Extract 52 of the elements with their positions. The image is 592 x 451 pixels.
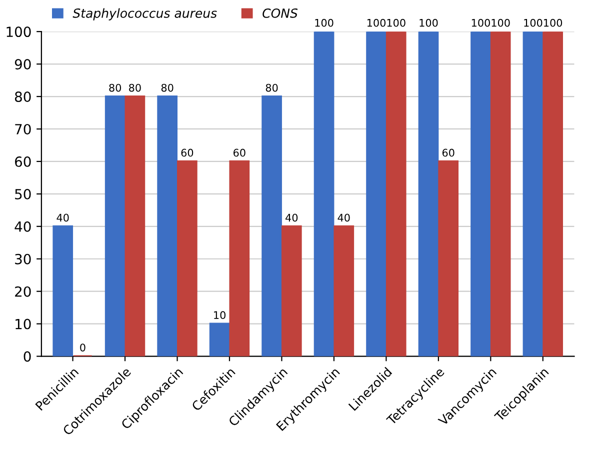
data-label: 60	[234, 148, 246, 157]
data-label: 60	[181, 148, 194, 157]
y-tick-label: 20	[15, 286, 31, 297]
y-tick-label: 10	[16, 318, 31, 330]
y-tick-label: 40	[14, 221, 31, 232]
data-label: 40	[56, 214, 69, 222]
bar	[262, 95, 282, 356]
bar	[522, 32, 544, 356]
data-label: 100	[315, 18, 334, 27]
bar	[177, 160, 198, 356]
data-label: 100	[420, 18, 438, 27]
y-tick-label: 100	[6, 26, 31, 38]
data-label: 100	[544, 18, 562, 27]
bar	[470, 32, 491, 356]
data-label: 100	[367, 18, 386, 27]
bar	[314, 32, 334, 356]
y-tick-label: 60	[15, 156, 31, 167]
data-label: 0	[80, 344, 86, 352]
y-tick-label: 80	[14, 91, 31, 102]
bar	[281, 225, 302, 356]
bar	[157, 95, 178, 356]
bar	[124, 95, 146, 356]
data-label: 40	[286, 214, 298, 222]
data-label: 100	[387, 18, 406, 27]
legend-label: Staphylococcus aureus	[72, 8, 217, 20]
bar	[386, 32, 406, 356]
bar	[542, 32, 563, 356]
data-label: 80	[266, 84, 278, 92]
bar	[334, 225, 354, 356]
legend-label: CONS	[262, 8, 298, 18]
data-label: 60	[442, 148, 454, 157]
y-tick-label: 70	[15, 124, 31, 134]
data-label: 100	[472, 18, 490, 27]
y-tick-label: 90	[14, 59, 31, 70]
y-tick-label: 50	[15, 188, 31, 200]
bar	[209, 322, 230, 356]
data-label: 80	[161, 84, 174, 92]
data-label: 40	[338, 214, 350, 222]
data-label: 80	[129, 84, 141, 92]
bar	[490, 32, 511, 356]
y-tick-label: 30	[15, 254, 31, 264]
bar	[229, 160, 250, 356]
bar	[104, 95, 126, 356]
bar	[52, 225, 74, 356]
data-label: 100	[492, 18, 510, 27]
data-label: 10	[214, 311, 226, 320]
bar	[438, 160, 459, 356]
bar	[418, 32, 439, 356]
bar	[366, 32, 386, 356]
data-label: 80	[109, 84, 122, 92]
y-tick-label: 0	[24, 351, 31, 362]
data-label: 100	[524, 18, 542, 27]
